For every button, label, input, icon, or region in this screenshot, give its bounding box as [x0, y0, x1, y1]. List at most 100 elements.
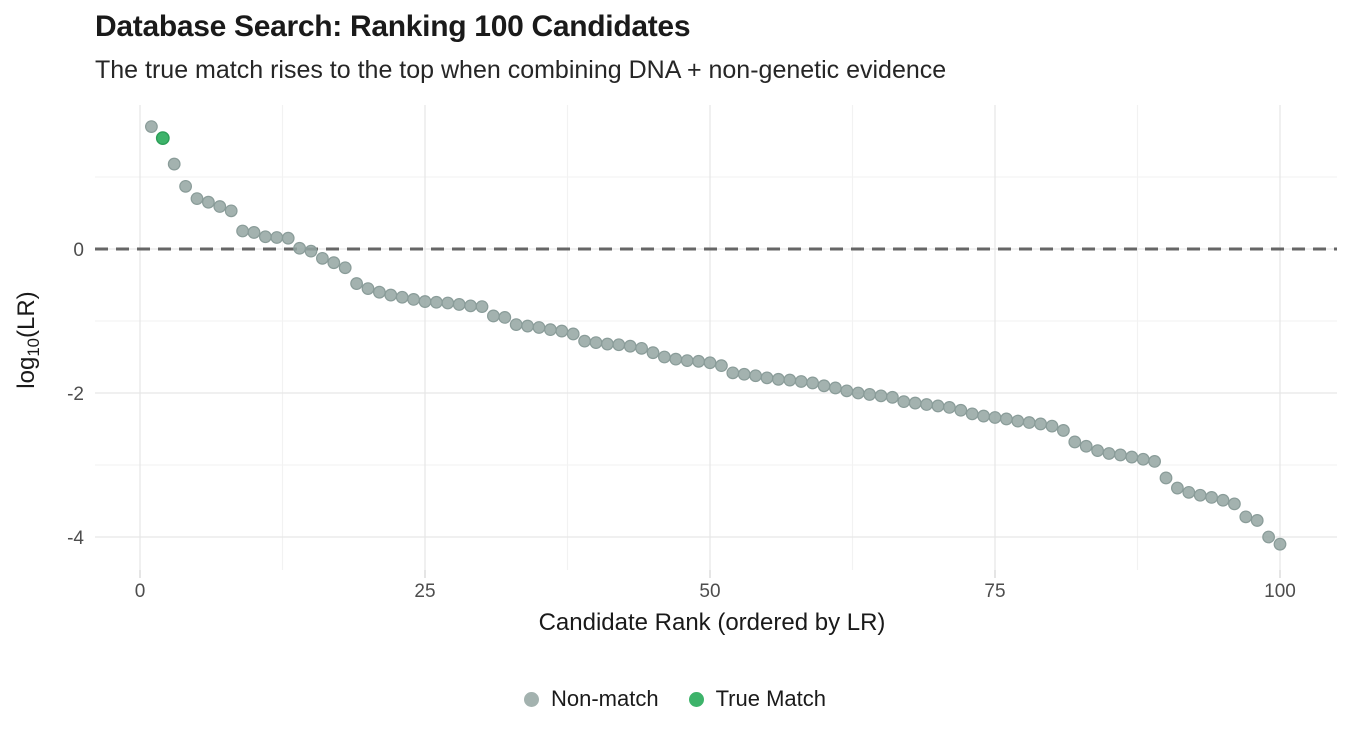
- legend-item-true-match: True Match: [688, 686, 827, 712]
- non-match-point: [977, 409, 990, 423]
- non-match-point: [498, 311, 512, 324]
- non-match-dot-icon: [523, 691, 539, 707]
- x-axis-title: Candidate Rank (ordered by LR): [539, 609, 886, 636]
- non-match-point: [1000, 412, 1013, 426]
- non-match-point: [509, 318, 523, 332]
- non-match-point: [1273, 537, 1287, 551]
- non-match-point: [863, 388, 876, 401]
- non-match-point: [373, 285, 386, 299]
- chart-title: Database Search: Ranking 100 Candidates: [95, 10, 691, 43]
- chart-subtitle: The true match rises to the top when com…: [95, 56, 947, 84]
- non-match-point: [1170, 481, 1184, 495]
- non-match-point: [772, 372, 785, 386]
- non-match-point: [726, 366, 740, 380]
- non-match-point: [338, 261, 352, 275]
- non-match-point: [544, 323, 557, 337]
- non-match-point: [555, 324, 569, 338]
- non-match-point: [897, 395, 911, 409]
- non-match-point: [167, 157, 181, 171]
- non-match-point: [1159, 471, 1173, 485]
- non-match-point: [1022, 416, 1036, 429]
- gridlines-major: [95, 105, 1337, 570]
- non-match-point: [201, 195, 215, 209]
- non-match-point: [224, 204, 238, 218]
- x-tick-label: 50: [699, 581, 720, 602]
- non-match-point: [658, 350, 671, 364]
- non-match-point: [281, 231, 295, 245]
- non-match-point: [623, 339, 637, 353]
- non-match-point: [851, 386, 865, 400]
- y-tick-labels: 0 -2 -4: [67, 240, 84, 549]
- non-match-point: [464, 299, 478, 313]
- non-match-point: [749, 369, 762, 383]
- non-match-point: [1102, 447, 1116, 460]
- legend-label-non-match: Non-match: [550, 686, 659, 711]
- non-match-point: [487, 309, 500, 323]
- non-match-point: [247, 226, 261, 239]
- x-tick-labels: 0 25 50 75 100: [135, 581, 1296, 602]
- non-match-point: [1034, 417, 1047, 431]
- non-match-point: [965, 407, 979, 421]
- non-match-point: [144, 120, 158, 133]
- y-axis-title: log10(LR): [13, 291, 43, 388]
- non-match-point: [418, 295, 432, 308]
- non-match-point: [1045, 419, 1059, 433]
- non-match-point: [190, 192, 204, 206]
- non-match-point: [1239, 510, 1253, 524]
- non-match-point: [1227, 497, 1241, 511]
- non-match-point: [578, 334, 591, 348]
- y-axis-title-prefix: log: [13, 357, 40, 389]
- non-match-point: [680, 354, 694, 368]
- x-tick-label: 25: [414, 581, 435, 602]
- non-match-point: [908, 396, 922, 410]
- x-tick-label: 0: [135, 581, 146, 602]
- x-tick-label: 75: [984, 581, 1005, 602]
- gridlines-minor: [95, 105, 1337, 570]
- non-match-point: [829, 381, 842, 395]
- non-match-point: [441, 296, 455, 310]
- non-match-point: [715, 359, 728, 373]
- non-match-point: [1125, 450, 1139, 464]
- non-match-point: [703, 356, 717, 370]
- non-match-point: [452, 298, 466, 311]
- non-match-point: [327, 256, 341, 270]
- non-match-point: [1182, 485, 1196, 499]
- y-axis-title-suffix: (LR): [13, 291, 40, 338]
- non-match-point: [760, 371, 774, 385]
- non-match-point: [920, 398, 933, 411]
- non-match-point: [988, 411, 1002, 424]
- non-match-point: [521, 319, 534, 333]
- non-match-point: [1056, 424, 1070, 437]
- non-match-point: [1262, 530, 1275, 544]
- legend: Non-match True Match: [0, 686, 1350, 712]
- non-match-point: [566, 327, 580, 341]
- y-tick-label: -4: [67, 528, 84, 549]
- true-match-dot-icon: [688, 691, 704, 707]
- scatter-plot: 0 25 50 75 100 0 -2 -4 Candidate Rank (ordered…: [13, 105, 1337, 636]
- non-match-point: [259, 230, 272, 244]
- non-match-point: [840, 384, 854, 398]
- legend-item-non-match: Non-match: [523, 686, 659, 712]
- non-match-point: [794, 375, 808, 388]
- non-match-point: [806, 376, 819, 390]
- non-match-point: [350, 277, 364, 290]
- non-match-point: [1068, 435, 1082, 449]
- x-axis-ticks: [139, 570, 1281, 578]
- legend-label-true-match: True Match: [715, 686, 827, 711]
- y-axis-title-subscript: 10: [24, 338, 43, 357]
- non-match-point: [384, 288, 398, 302]
- non-match-point: [783, 373, 797, 387]
- non-match-point: [532, 321, 546, 334]
- non-match-point: [1091, 444, 1104, 458]
- non-match-point: [430, 295, 443, 309]
- non-match-point: [886, 390, 899, 404]
- non-match-point: [361, 282, 375, 296]
- non-match-point: [1193, 488, 1207, 502]
- non-match-point: [236, 224, 250, 238]
- non-match-point: [817, 379, 831, 393]
- non-match-point: [1250, 514, 1264, 527]
- non-match-point: [1079, 439, 1093, 453]
- non-match-point: [407, 293, 421, 306]
- non-match-point: [1113, 448, 1127, 462]
- non-match-point: [737, 367, 751, 381]
